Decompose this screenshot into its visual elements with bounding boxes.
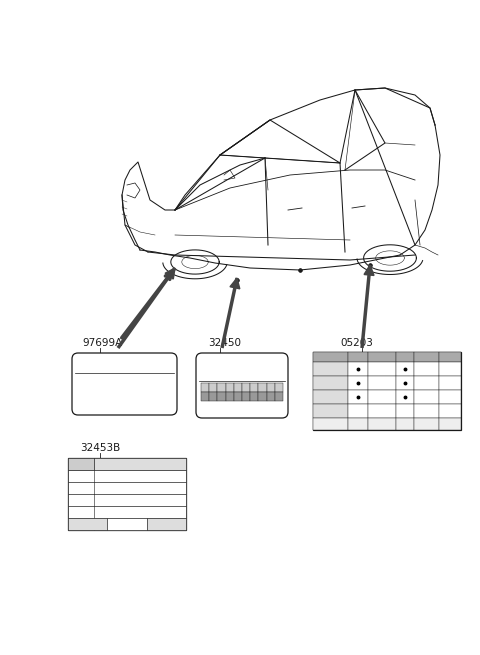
Bar	[68, 518, 186, 530]
Bar	[368, 390, 396, 404]
Bar	[313, 352, 461, 430]
Bar	[266, 392, 275, 401]
Bar	[396, 390, 414, 404]
Bar	[209, 383, 217, 392]
Bar	[313, 390, 348, 404]
Bar	[68, 518, 108, 530]
Polygon shape	[230, 278, 240, 289]
Bar	[439, 352, 461, 362]
Bar	[226, 392, 234, 401]
Bar	[368, 362, 396, 376]
Bar	[368, 352, 396, 362]
Bar	[147, 518, 186, 530]
Bar	[414, 404, 439, 418]
Bar	[275, 392, 283, 401]
Bar	[242, 383, 250, 392]
Bar	[313, 362, 348, 376]
Bar	[226, 383, 234, 392]
Bar	[258, 383, 266, 392]
Bar	[396, 362, 414, 376]
Bar	[234, 392, 242, 401]
Bar	[266, 383, 275, 392]
Bar	[414, 362, 439, 376]
Bar	[68, 458, 186, 470]
Bar	[68, 470, 186, 482]
Bar	[348, 404, 368, 418]
Bar	[396, 352, 414, 362]
FancyBboxPatch shape	[196, 353, 288, 418]
Bar	[242, 392, 250, 401]
Bar	[348, 376, 368, 390]
Bar	[313, 352, 348, 362]
Bar	[368, 404, 396, 418]
Bar	[68, 458, 186, 470]
Polygon shape	[364, 265, 374, 276]
Bar	[348, 352, 368, 362]
Bar	[201, 392, 209, 401]
Bar	[68, 458, 186, 530]
Polygon shape	[165, 268, 175, 279]
Bar	[250, 392, 258, 401]
Bar	[234, 383, 242, 392]
Bar	[439, 418, 461, 430]
Bar	[250, 383, 258, 392]
Bar	[313, 404, 348, 418]
Bar	[217, 383, 226, 392]
Bar	[68, 494, 186, 506]
Bar	[368, 418, 396, 430]
Bar	[108, 518, 147, 530]
Bar	[396, 404, 414, 418]
Bar	[439, 390, 461, 404]
Bar	[68, 458, 94, 470]
Bar	[439, 404, 461, 418]
Text: 32453B: 32453B	[80, 443, 120, 453]
Bar	[68, 506, 186, 518]
Bar	[68, 482, 186, 494]
Bar	[396, 418, 414, 430]
Text: 32450: 32450	[208, 338, 241, 348]
Bar	[313, 418, 348, 430]
Bar	[201, 383, 209, 392]
Text: 97699A: 97699A	[82, 338, 122, 348]
Bar	[368, 376, 396, 390]
Bar	[414, 418, 439, 430]
Bar	[348, 390, 368, 404]
Bar	[439, 362, 461, 376]
Bar	[414, 352, 439, 362]
Bar	[209, 392, 217, 401]
Bar	[217, 392, 226, 401]
Bar	[275, 383, 283, 392]
Bar	[439, 376, 461, 390]
FancyBboxPatch shape	[72, 353, 177, 415]
Bar	[414, 390, 439, 404]
Text: 05203: 05203	[340, 338, 373, 348]
Bar	[258, 392, 266, 401]
Bar	[348, 418, 368, 430]
Bar	[348, 362, 368, 376]
Bar	[414, 376, 439, 390]
Bar	[313, 376, 348, 390]
Bar	[396, 376, 414, 390]
